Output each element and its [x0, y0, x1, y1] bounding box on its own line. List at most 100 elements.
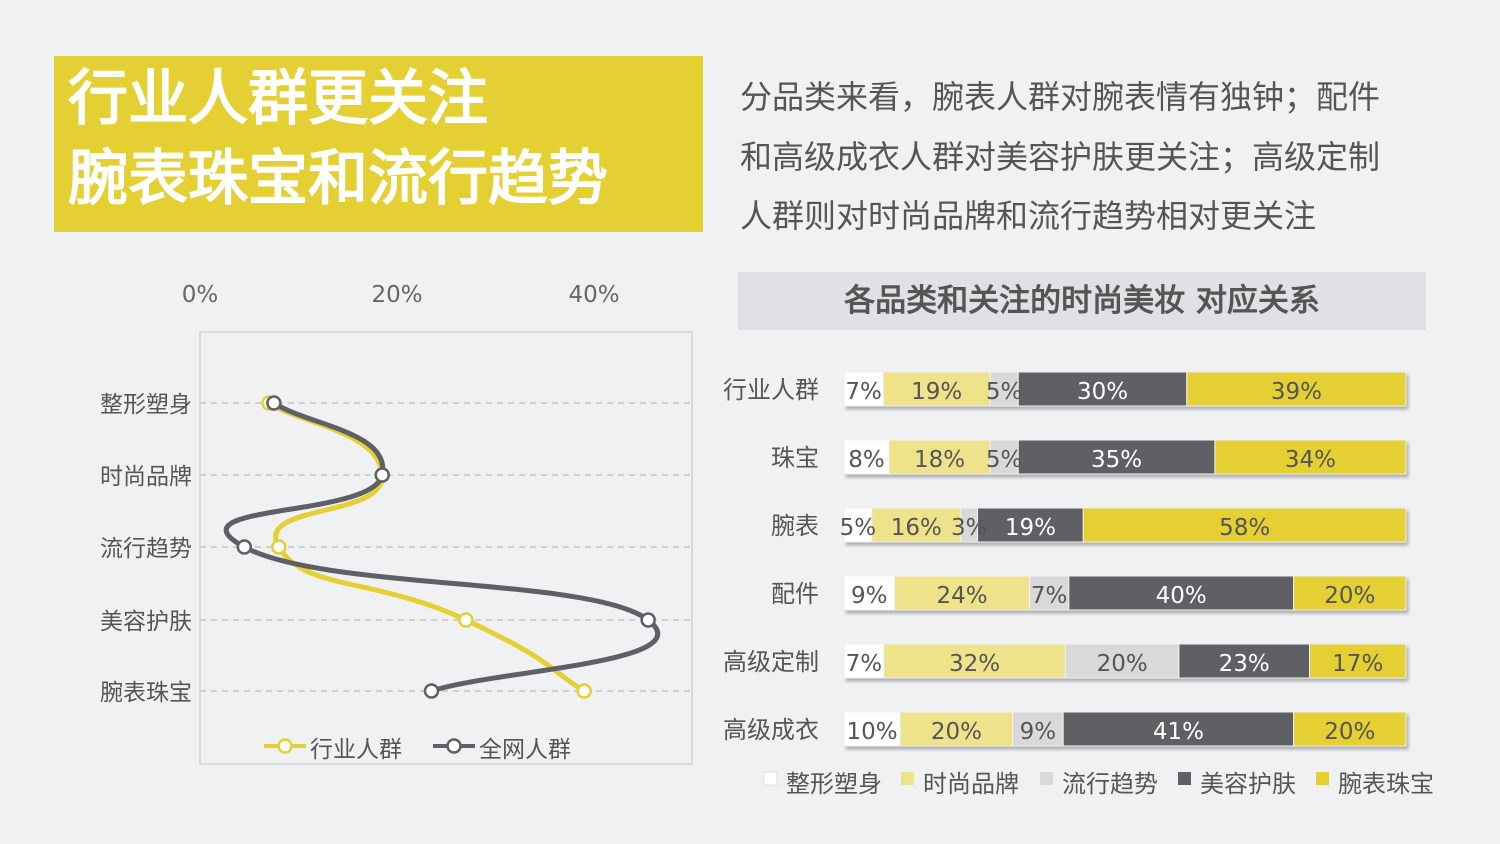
bar-data-label: 40% — [1156, 583, 1207, 609]
bar-data-label: 20% — [1097, 651, 1148, 677]
line-chart-category-label: 时尚品牌 — [100, 464, 192, 490]
bar-segment — [899, 711, 1014, 747]
line-series-1-line — [267, 400, 586, 694]
bar-segment — [1293, 575, 1407, 611]
bar-segment — [989, 371, 1019, 407]
bar-segment — [894, 575, 1030, 611]
bar-data-label: 16% — [891, 515, 942, 541]
bar-segment — [1082, 507, 1407, 543]
line-chart-category-label: 整形塑身 — [100, 392, 192, 418]
bar-segment — [888, 439, 991, 475]
bar-data-label: 19% — [911, 379, 962, 405]
bar-chart-category-label: 行业人群 — [723, 376, 819, 404]
bar-row — [843, 575, 1407, 611]
bar-data-label: 30% — [1077, 379, 1128, 405]
bar-segment — [843, 711, 901, 747]
bar-data-label: 9% — [851, 583, 888, 609]
bar-chart-category-label: 珠宝 — [771, 444, 819, 472]
intro-line-3: 人群则对时尚品牌和流行趋势相对更关注 — [740, 197, 1317, 235]
title-line-2: 腕表珠宝和流行趋势 — [68, 144, 608, 214]
bar-data-label: 19% — [1005, 515, 1056, 541]
bar-data-label: 35% — [1091, 447, 1142, 473]
bar-legend-label: 整形塑身 — [786, 770, 882, 798]
bar-data-label: 20% — [931, 719, 982, 745]
bar-row — [843, 439, 1407, 475]
line-series-1-point — [374, 467, 390, 483]
bar-data-label: 58% — [1219, 515, 1270, 541]
bar-segment — [1178, 643, 1310, 679]
bar-data-label: 41% — [1153, 719, 1204, 745]
line-series-2-line — [223, 400, 661, 694]
bar-data-label: 8% — [848, 447, 885, 473]
bar-row — [843, 507, 1407, 543]
title-line-1: 行业人群更关注 — [68, 64, 488, 134]
line-series-2-point — [236, 539, 253, 555]
bar-legend-label: 腕表珠宝 — [1338, 770, 1434, 798]
bar-chart-category-label: 高级成衣 — [723, 716, 819, 744]
bar-legend-label: 流行趋势 — [1062, 770, 1158, 798]
bar-segment — [843, 643, 885, 679]
bar-data-label: 7% — [1031, 583, 1068, 609]
bar-segment — [843, 371, 884, 407]
line-chart-x-tick: 40% — [568, 282, 619, 308]
bar-data-label: 7% — [845, 379, 882, 405]
line-chart-plot-frame — [199, 331, 693, 765]
bar-legend-swatch — [1316, 772, 1329, 785]
bar-data-label: 5% — [840, 515, 877, 541]
bar-data-label: 7% — [846, 651, 883, 677]
bar-data-label: 23% — [1219, 651, 1270, 677]
line-chart-legend-label: 全网人群 — [479, 737, 571, 763]
bar-data-label: 20% — [1324, 719, 1375, 745]
bar-data-label: 34% — [1285, 447, 1336, 473]
legend-point-marker — [446, 738, 462, 754]
line-series-2-point — [423, 683, 440, 699]
bar-segment — [1062, 711, 1295, 747]
line-series-2-point — [266, 395, 282, 411]
bar-segment — [882, 371, 991, 407]
bar-chart-title-band: 各品类和关注的时尚美妆 对应关系 — [738, 272, 1426, 330]
bar-segment — [1064, 643, 1180, 679]
bar-segment — [883, 643, 1066, 679]
bar-data-label: 5% — [986, 379, 1023, 405]
bar-segment — [843, 439, 890, 475]
line-chart-category-label: 流行趋势 — [100, 536, 192, 562]
bar-segment — [843, 507, 873, 543]
bar-segment — [1017, 439, 1216, 475]
line-series-1-point — [271, 539, 287, 555]
bar-data-label: 17% — [1332, 651, 1383, 677]
bar-segment — [1068, 575, 1295, 611]
bar-data-label: 5% — [986, 447, 1023, 473]
line-chart-x-tick: 0% — [182, 282, 219, 308]
bar-segment — [871, 507, 962, 543]
intro-line-1: 分品类来看，腕表人群对腕表情有独钟；配件 — [740, 78, 1381, 116]
bar-segment — [1308, 643, 1407, 679]
bar-legend-swatch — [1178, 772, 1191, 785]
bar-data-label: 9% — [1020, 719, 1057, 745]
line-chart-legend-label: 行业人群 — [310, 737, 402, 763]
bar-data-label: 24% — [936, 583, 987, 609]
bar-segment — [977, 507, 1084, 543]
bar-legend-swatch — [1040, 772, 1053, 785]
line-series-2-point — [640, 612, 656, 628]
intro-line-2: 和高级成衣人群对美容护肤更关注；高级定制 — [740, 138, 1381, 176]
bar-legend-label: 时尚品牌 — [923, 770, 1019, 798]
line-series-1-point — [576, 683, 592, 699]
line-chart-x-tick: 20% — [371, 282, 422, 308]
bar-legend-swatch — [901, 772, 914, 785]
bar-chart-title: 各品类和关注的时尚美妆 对应关系 — [844, 283, 1320, 319]
bar-data-label: 39% — [1271, 379, 1322, 405]
bar-segment — [1186, 371, 1407, 407]
bar-row — [843, 371, 1407, 407]
line-series-1-point — [458, 612, 474, 628]
bar-chart-category-label: 高级定制 — [723, 648, 819, 676]
bar-data-label: 3% — [951, 515, 988, 541]
bar-segment — [960, 507, 979, 543]
bar-legend-label: 美容护肤 — [1200, 770, 1296, 798]
title-banner: 行业人群更关注 腕表珠宝和流行趋势 — [54, 56, 703, 232]
bar-data-label: 32% — [949, 651, 1000, 677]
bar-data-label: 20% — [1324, 583, 1375, 609]
bar-segment — [1028, 575, 1070, 611]
legend-point-marker — [277, 738, 293, 754]
bar-data-label: 10% — [847, 719, 898, 745]
bar-legend-swatch — [763, 771, 778, 786]
